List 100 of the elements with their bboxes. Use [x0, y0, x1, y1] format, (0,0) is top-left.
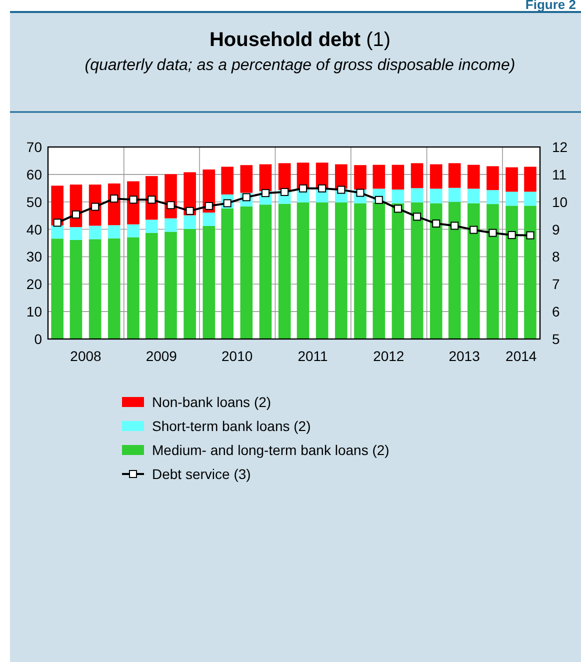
bar — [202, 212, 216, 226]
bar — [88, 226, 102, 240]
legend-label: Short-term bank loans (2) — [152, 418, 311, 434]
bar — [240, 165, 253, 193]
bar — [448, 202, 461, 339]
bar — [108, 225, 120, 238]
y2-tick-label: 10 — [552, 194, 568, 210]
bar — [448, 163, 461, 188]
bar — [372, 164, 386, 189]
bar — [164, 232, 177, 339]
x-tick-label: 2010 — [222, 348, 253, 364]
bar — [316, 202, 328, 339]
bar — [430, 164, 442, 189]
point — [280, 188, 289, 196]
bar — [372, 202, 386, 339]
point — [72, 210, 80, 218]
bar — [146, 220, 158, 233]
bar — [410, 202, 424, 339]
bar — [410, 188, 424, 202]
bar — [296, 202, 310, 339]
x-tick-label: 2011 — [298, 348, 328, 364]
x-tick-label: 2012 — [373, 348, 404, 364]
bar — [486, 166, 499, 190]
point — [488, 228, 497, 237]
bar — [524, 166, 536, 192]
point — [186, 206, 194, 215]
legend-label: Medium- and long-term bank loans (2) — [152, 442, 390, 458]
bar — [467, 203, 480, 339]
point — [318, 184, 326, 192]
chart-subtitle: (quarterly data; as a percentage of gross disposable income) — [84, 57, 516, 74]
bar — [392, 164, 404, 190]
bar — [354, 203, 366, 339]
bar — [108, 238, 120, 339]
bar — [127, 224, 140, 238]
x-tick-label: 2009 — [146, 348, 178, 364]
bar — [506, 192, 518, 206]
bar — [448, 188, 461, 202]
bar — [524, 192, 536, 206]
point — [299, 184, 308, 192]
bar — [506, 167, 518, 192]
legend-label: Non-bank loans (2) — [152, 394, 272, 410]
bar — [240, 206, 253, 339]
bar — [430, 203, 442, 339]
bar — [221, 208, 234, 339]
bar — [354, 165, 366, 190]
point — [166, 201, 175, 210]
point — [394, 204, 402, 213]
y2-tick-label: 12 — [552, 139, 568, 155]
x-tick-label: 2013 — [448, 348, 480, 364]
point — [129, 196, 138, 204]
y2-tick-label: 6 — [552, 304, 560, 320]
point — [432, 220, 440, 228]
point — [204, 202, 213, 210]
bar — [335, 164, 348, 189]
y-tick-label: 20 — [26, 276, 42, 292]
bar — [467, 164, 480, 189]
bar — [70, 240, 82, 339]
y-tick-label: 10 — [26, 304, 42, 320]
bar — [164, 218, 177, 232]
bar — [184, 215, 196, 230]
bar — [221, 166, 234, 194]
y2-tick-label: 5 — [552, 331, 560, 347]
y2-tick-label: 7 — [552, 276, 560, 292]
point — [337, 186, 346, 194]
y-tick-label: 30 — [26, 248, 42, 265]
y-tick-label: 40 — [26, 221, 42, 238]
point — [526, 231, 534, 240]
x-tick-label: 2014 — [506, 348, 537, 364]
y-tick-label: 70 — [26, 139, 42, 155]
bar — [146, 232, 158, 339]
x-tick-label: 2008 — [70, 348, 102, 364]
point — [53, 218, 62, 227]
point — [413, 212, 422, 221]
bar — [259, 204, 272, 339]
chart-title: Household debt (1) — [209, 29, 391, 51]
bar — [278, 204, 291, 339]
point — [110, 194, 118, 203]
bar — [88, 239, 102, 339]
bar — [127, 237, 140, 339]
bar — [51, 238, 64, 339]
bar — [430, 188, 442, 204]
bar — [486, 190, 499, 204]
y2-tick-label: 8 — [552, 248, 560, 265]
point — [148, 196, 156, 204]
bar — [259, 164, 272, 192]
bar — [392, 190, 404, 204]
bar — [506, 206, 518, 339]
y-tick-label: 50 — [26, 194, 42, 210]
bar — [202, 226, 216, 339]
point — [450, 222, 459, 230]
point — [470, 226, 478, 234]
bar — [467, 188, 480, 204]
bar — [184, 229, 196, 339]
y-tick-label: 60 — [26, 166, 42, 182]
y2-tick-label: 9 — [552, 221, 560, 238]
bar — [70, 227, 82, 240]
point — [508, 231, 516, 240]
y2-tick-label: 11 — [552, 166, 567, 182]
bar — [278, 163, 291, 190]
point — [91, 202, 100, 211]
